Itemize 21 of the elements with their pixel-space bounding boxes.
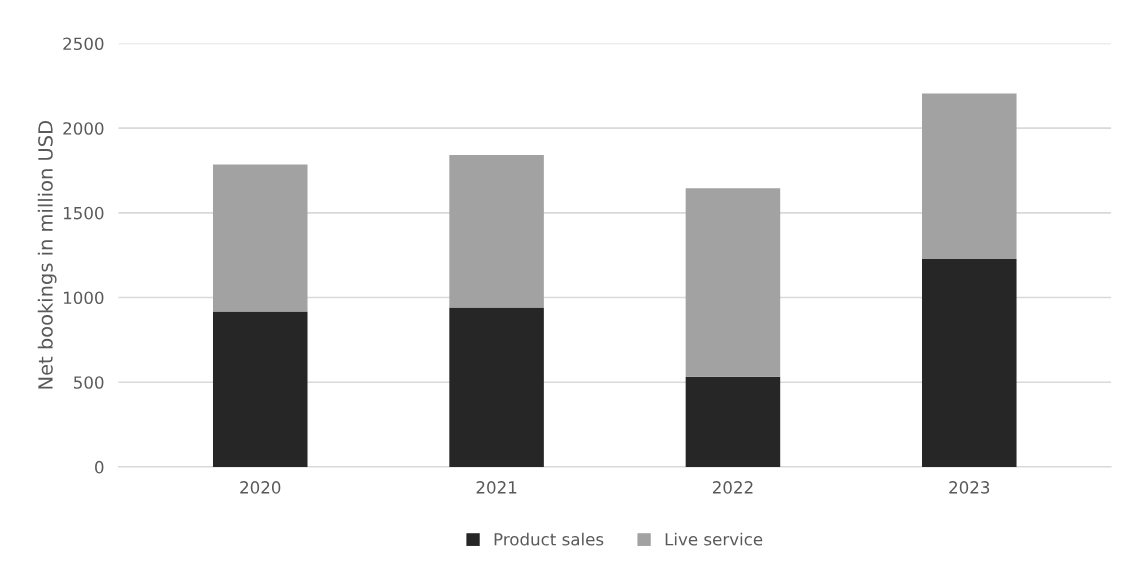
x-tick-label: 2021: [476, 481, 517, 494]
bar: [449, 307, 544, 467]
y-tick-label: 1500: [63, 206, 104, 220]
x-tick-label: 2023: [949, 481, 990, 494]
legend-label: Live service: [665, 532, 763, 546]
bar: [449, 155, 544, 308]
bar: [212, 164, 308, 312]
y-tick-label: 0: [95, 460, 104, 474]
y-tick-label: 1000: [63, 291, 104, 305]
bar: [685, 188, 781, 377]
bar: [685, 376, 781, 467]
legend-label: Product sales: [494, 532, 604, 546]
y-tick-label: 2000: [63, 122, 104, 135]
x-tick-label: 2020: [240, 481, 281, 494]
bar: [922, 93, 1017, 259]
y-tick-label: 500: [74, 376, 104, 389]
bar: [212, 311, 308, 467]
x-tick-label: 2022: [712, 481, 753, 494]
y-axis-title: Net bookings in million USD: [37, 121, 57, 389]
bar: [922, 258, 1017, 467]
y-tick-label: 2500: [63, 37, 104, 51]
